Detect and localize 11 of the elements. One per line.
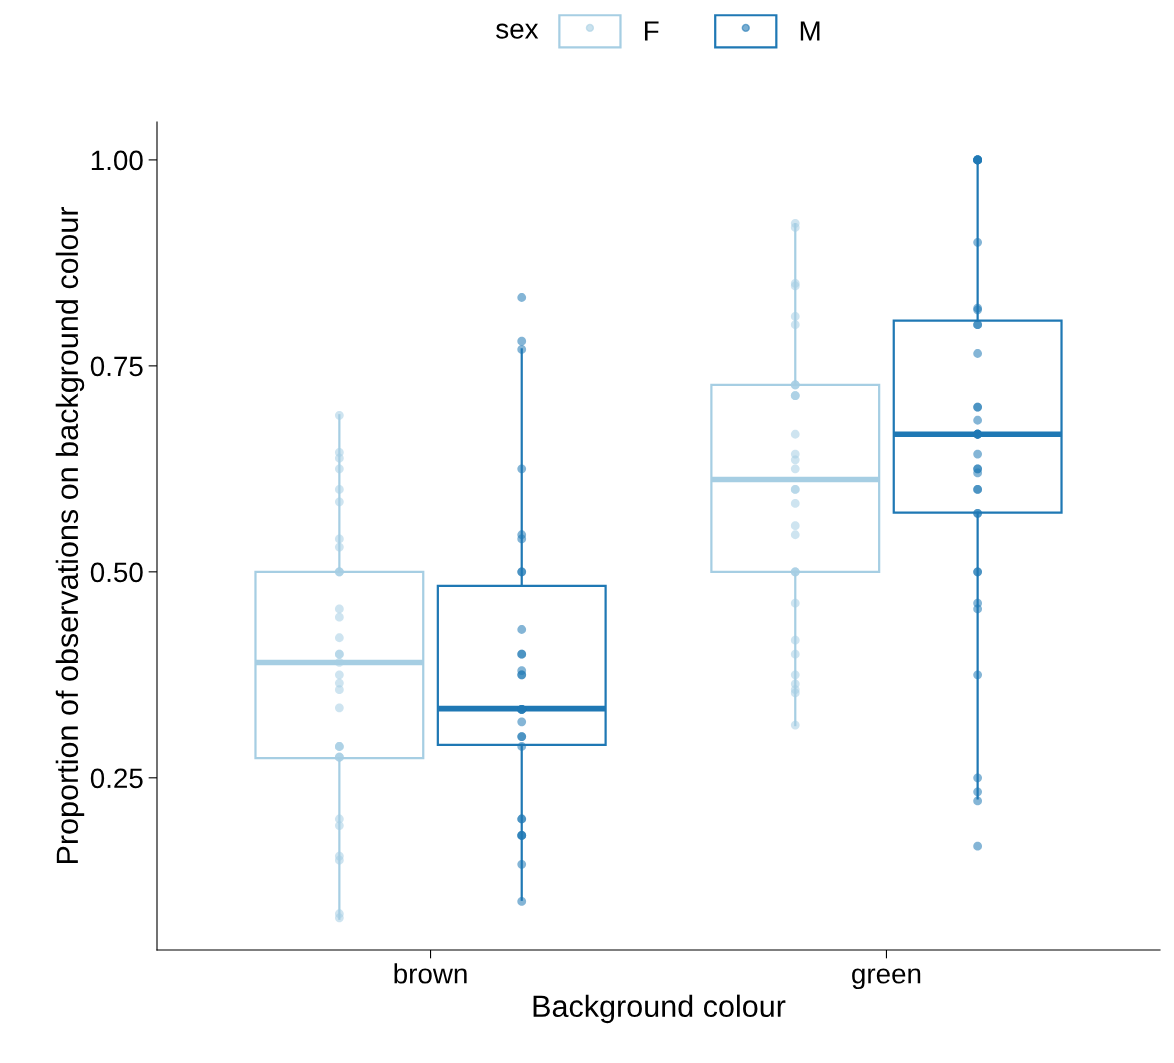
y-tick-label: 1.00 xyxy=(91,150,143,171)
y-axis-title: Proportion of observations on background colour xyxy=(55,206,85,863)
x-tick-label: brown xyxy=(394,963,467,984)
x-axis-title: Background colour xyxy=(533,994,786,1024)
y-tick-label: 0.25 xyxy=(90,768,143,789)
legend-label: F xyxy=(644,21,659,41)
legend-label: M xyxy=(800,21,820,41)
legend-title: sex xyxy=(496,23,539,39)
x-tick-label: green xyxy=(852,968,921,990)
y-tick-label: 0.75 xyxy=(90,356,143,377)
y-tick-label: 0.50 xyxy=(90,562,143,583)
